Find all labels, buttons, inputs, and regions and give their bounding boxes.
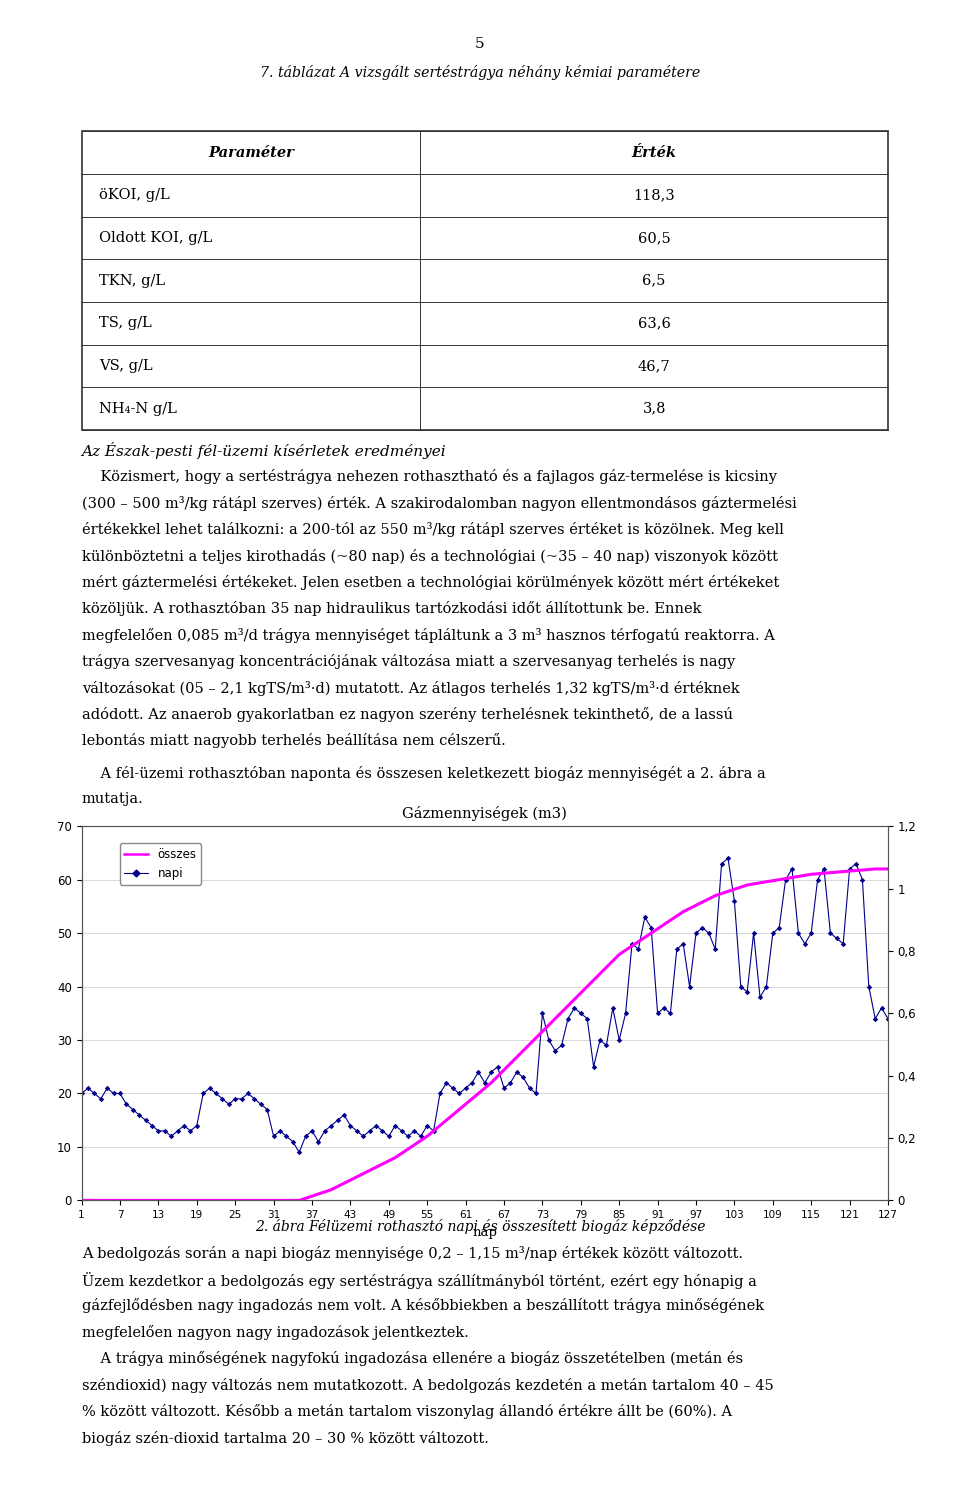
Text: megfelelően 0,085 m³/d trágya mennyiséget tápláltunk a 3 m³ hasznos térfogatú re: megfelelően 0,085 m³/d trágya mennyisége… [82, 628, 775, 643]
Text: közöljük. A rothasztóban 35 nap hidraulikus tartózkodási időt állítottunk be. En: közöljük. A rothasztóban 35 nap hidrauli… [82, 601, 701, 616]
Text: adódott. Az anaerob gyakorlatban ez nagyon szerény terhelésnek tekinthető, de a : adódott. Az anaerob gyakorlatban ez nagy… [82, 706, 732, 721]
Text: széndioxid) nagy változás nem mutatkozott. A bedolgozás kezdetén a metán tartalo: széndioxid) nagy változás nem mutatkozot… [82, 1378, 774, 1393]
Text: 2. ábra Félüzemi rothasztó napi és összesített biogáz képződése: 2. ábra Félüzemi rothasztó napi és össze… [254, 1218, 706, 1233]
Text: trágya szervesanyag koncentrációjának változása miatt a szervesanyag terhelés is: trágya szervesanyag koncentrációjának vá… [82, 653, 734, 668]
X-axis label: nap: nap [472, 1225, 497, 1239]
Text: TS, g/L: TS, g/L [99, 317, 152, 330]
Text: Érték: Érték [632, 146, 677, 160]
Text: 46,7: 46,7 [637, 359, 670, 373]
Text: 63,6: 63,6 [637, 317, 671, 330]
Text: öKOI, g/L: öKOI, g/L [99, 189, 170, 202]
Text: NH₄-N g/L: NH₄-N g/L [99, 401, 177, 415]
Text: Üzem kezdetkor a bedolgozás egy sertéstrágya szállítmányból történt, ezért egy h: Üzem kezdetkor a bedolgozás egy sertéstr… [82, 1272, 756, 1289]
Text: változásokat (05 – 2,1 kgTS/m³·d) mutatott. Az átlagos terhelés 1,32 kgTS/m³·d é: változásokat (05 – 2,1 kgTS/m³·d) mutato… [82, 681, 739, 696]
Text: különböztetni a teljes kirothadás (~80 nap) és a technológiai (~35 – 40 nap) vis: különböztetni a teljes kirothadás (~80 n… [82, 548, 778, 563]
Text: Az Észak-pesti fél-üzemi kísérletek eredményei: Az Észak-pesti fél-üzemi kísérletek ered… [82, 442, 446, 459]
Text: megfelelően nagyon nagy ingadozások jelentkeztek.: megfelelően nagyon nagy ingadozások jele… [82, 1325, 468, 1340]
Bar [82, 131, 888, 430]
Text: TKN, g/L: TKN, g/L [99, 273, 165, 288]
Text: 7. táblázat A vizsgált sertéstrágya néhány kémiai paramétere: 7. táblázat A vizsgált sertéstrágya néhá… [260, 65, 700, 80]
Text: mért gáztermelési értékeket. Jelen esetben a technológiai körülmények között mér: mért gáztermelési értékeket. Jelen esetb… [82, 575, 779, 590]
Legend: összes, napi: összes, napi [120, 844, 202, 884]
Text: gázfejlődésben nagy ingadozás nem volt. A későbbiekben a beszállított trágya min: gázfejlődésben nagy ingadozás nem volt. … [82, 1298, 764, 1313]
Text: mutatja.: mutatja. [82, 792, 143, 806]
Text: Paraméter: Paraméter [208, 146, 294, 160]
Text: A fél-üzemi rothasztóban naponta és összesen keletkezett biogáz mennyiségét a 2.: A fél-üzemi rothasztóban naponta és össz… [82, 765, 765, 780]
Text: 6,5: 6,5 [642, 273, 666, 288]
Text: biogáz szén-dioxid tartalma 20 – 30 % között változott.: biogáz szén-dioxid tartalma 20 – 30 % kö… [82, 1431, 489, 1446]
Text: lebontás miatt nagyobb terhelés beállítása nem célszerű.: lebontás miatt nagyobb terhelés beállítá… [82, 733, 505, 748]
Text: Oldott KOI, g/L: Oldott KOI, g/L [99, 231, 212, 244]
Text: 118,3: 118,3 [634, 189, 675, 202]
Text: Közismert, hogy a sertéstrágya nehezen rothasztható és a fajlagos gáz-termelése : Közismert, hogy a sertéstrágya nehezen r… [82, 469, 777, 484]
Title: Gázmennyiségek (m3): Gázmennyiségek (m3) [402, 806, 567, 821]
Text: A trágya minőségének nagyfokú ingadozása ellenére a biogáz összetételben (metán : A trágya minőségének nagyfokú ingadozása… [82, 1351, 743, 1366]
Text: VS, g/L: VS, g/L [99, 359, 153, 373]
Text: 60,5: 60,5 [637, 231, 670, 244]
Text: (300 – 500 m³/kg rátápl szerves) érték. A szakirodalomban nagyon ellentmondásos : (300 – 500 m³/kg rátápl szerves) érték. … [82, 495, 797, 510]
Text: A bedolgozás során a napi biogáz mennyisége 0,2 – 1,15 m³/nap értékek között vál: A bedolgozás során a napi biogáz mennyis… [82, 1245, 743, 1260]
Text: 3,8: 3,8 [642, 401, 666, 415]
Text: 5: 5 [475, 36, 485, 51]
Text: értékekkel lehet találkozni: a 200-tól az 550 m³/kg rátápl szerves értéket is kö: értékekkel lehet találkozni: a 200-tól a… [82, 522, 783, 537]
Text: % között változott. Később a metán tartalom viszonylag állandó értékre állt be (: % között változott. Később a metán tarta… [82, 1403, 732, 1418]
